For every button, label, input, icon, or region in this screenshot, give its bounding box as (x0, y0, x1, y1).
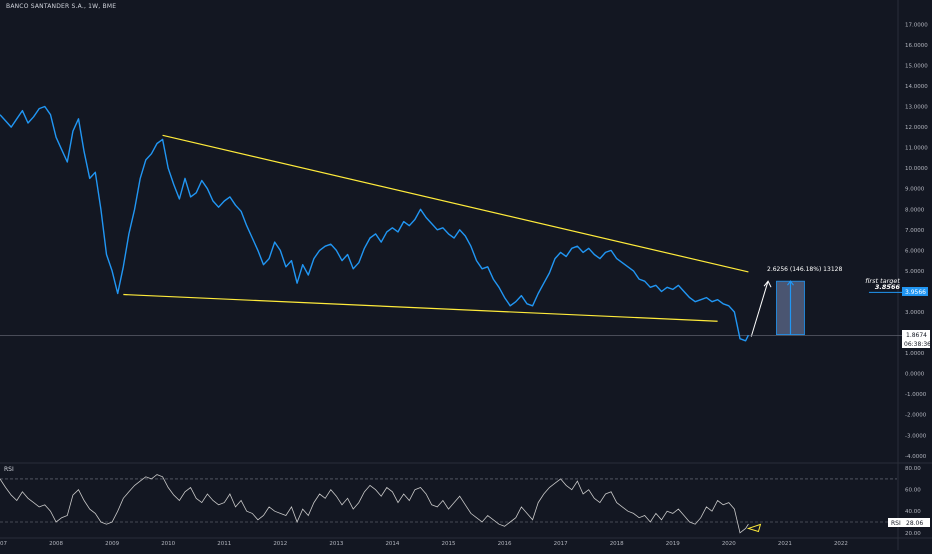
x-tick-label: 2011 (217, 541, 231, 547)
rsi-panel-label: RSI (4, 466, 14, 473)
rsi-yellow-marker (746, 523, 762, 533)
x-tick-label: 2022 (834, 541, 848, 547)
countdown-label: 06:38:36 (904, 341, 931, 348)
y-tick-label: -3.0000 (905, 433, 927, 439)
target-box-arrow-head (787, 280, 794, 286)
price-series-line (0, 105, 750, 342)
x-tick-label: 2021 (778, 541, 792, 547)
y-tick-label: 15.0000 (905, 63, 928, 69)
annotation-layer (0, 134, 902, 337)
y-tick-label: -2.0000 (905, 413, 927, 419)
last-price-label: 1.8674 (906, 332, 927, 339)
y-tick-label: 11.0000 (905, 146, 928, 152)
x-tick-label: 2016 (498, 541, 512, 547)
price-layer (0, 105, 750, 342)
target-marker-box (902, 287, 928, 296)
y-tick-label: 9.0000 (905, 187, 925, 193)
y-tick-label: 6.0000 (905, 248, 925, 254)
rsi-y-tick-label: 60.00 (905, 488, 921, 494)
x-tick-label: 2014 (385, 541, 399, 547)
countdown-box (902, 339, 930, 348)
axis-layer: 17.0000 16.0000 15.0000 14.0000 13.0000 12.00… (0, 22, 928, 547)
rsi-y-tick-label: 40.00 (905, 509, 921, 515)
y-tick-label: -1.0000 (905, 392, 927, 398)
y-tick-label: 12.0000 (905, 125, 928, 131)
y-tick-label: -4.0000 (905, 454, 927, 460)
rsi-y-tick-label: 80.00 (905, 466, 921, 472)
y-tick-label: 16.0000 (905, 43, 928, 49)
x-tick-label: 07 (0, 541, 7, 547)
rsi-current-label: RSI (891, 520, 901, 527)
measure-arrow-head (763, 280, 772, 288)
y-tick-label: 1.0000 (905, 351, 925, 357)
x-tick-label: 2013 (329, 541, 343, 547)
y-tick-label: 10.0000 (905, 166, 928, 172)
lower-trendline (123, 293, 718, 322)
target-title: first target (865, 277, 900, 285)
rsi-series-line (0, 474, 749, 534)
measure-label: 2.6256 (146.18%) 13128 (767, 266, 842, 273)
y-tick-label: 0.0000 (905, 372, 925, 378)
rsi-layer (0, 474, 762, 534)
y-tick-label: 14.0000 (905, 84, 928, 90)
x-tick-label: 2010 (161, 541, 175, 547)
y-tick-label: 7.0000 (905, 228, 925, 234)
rsi-current-box (888, 518, 930, 527)
y-tick-label: 8.0000 (905, 207, 925, 213)
target-marker-label: 3.9566 (905, 289, 926, 296)
x-tick-label: 2017 (554, 541, 568, 547)
rsi-current-value: 28.06 (906, 520, 923, 527)
measure-arrow-line (750, 281, 769, 337)
y-tick-label: 17.0000 (905, 22, 928, 28)
chart-title: BANCO SANTANDER S.A., 1W, BME (6, 3, 117, 10)
x-tick-label: 2009 (105, 541, 119, 547)
x-tick-label: 2015 (442, 541, 456, 547)
y-tick-label: 13.0000 (905, 105, 928, 111)
x-tick-label: 2012 (273, 541, 287, 547)
x-tick-label: 2020 (722, 541, 736, 547)
rsi-y-tick-label: 20.00 (905, 531, 921, 537)
x-tick-label: 2019 (666, 541, 680, 547)
last-price-box (902, 330, 930, 339)
target-value: 3.8566 (875, 283, 901, 291)
x-tick-label: 2018 (610, 541, 624, 547)
y-tick-label: 5.0000 (905, 269, 925, 275)
x-tick-label: 2008 (49, 541, 63, 547)
upper-trendline (162, 134, 749, 273)
y-tick-label: 3.0000 (905, 310, 925, 316)
